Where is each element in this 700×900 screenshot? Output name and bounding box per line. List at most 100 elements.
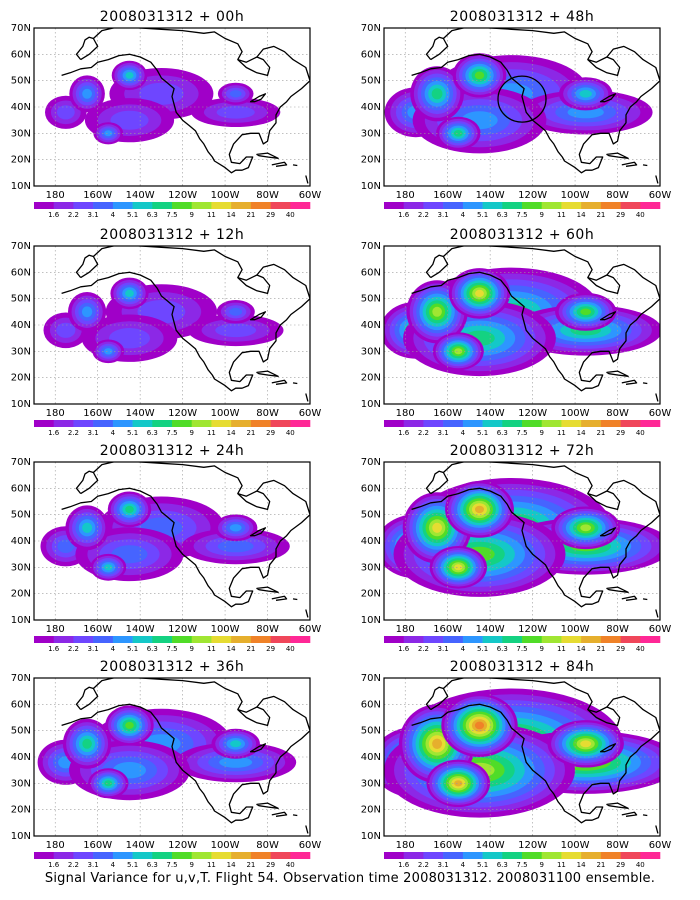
colorbar-label: 29 [616, 211, 625, 219]
colorbar-swatch [250, 852, 271, 859]
variance-contour [82, 738, 92, 749]
variance-contour [56, 105, 75, 120]
colorbar-swatch [93, 636, 114, 643]
variance-contour [230, 740, 242, 748]
colorbar-swatch [423, 636, 444, 643]
colorbar-swatch [112, 852, 133, 859]
longitude-label: 140W [476, 408, 505, 419]
colorbar-label: 4 [461, 211, 466, 219]
colorbar-swatch [482, 852, 503, 859]
colorbar-swatch [93, 202, 114, 209]
variance-contour [453, 130, 463, 137]
colorbar-label: 2.2 [68, 211, 79, 219]
colorbar-label: 3.1 [438, 861, 449, 869]
longitude-label: 120W [168, 624, 197, 635]
colorbar-label: 1.6 [48, 429, 60, 437]
colorbar-label: 5.1 [127, 645, 138, 653]
colorbar-label: 3.1 [438, 211, 449, 219]
longitude-label: 60W [649, 190, 672, 201]
colorbar-swatch [34, 852, 54, 859]
colorbar-label: 29 [616, 861, 625, 869]
longitude-label: 120W [168, 840, 197, 851]
variance-contour [432, 738, 443, 749]
colorbar-label: 3.1 [88, 861, 99, 869]
colorbar-label: 29 [616, 645, 625, 653]
latitude-label: 20N [361, 589, 381, 600]
colorbar-label: 29 [266, 861, 275, 869]
variance-contour [454, 564, 463, 571]
latitude-label: 10N [11, 181, 31, 192]
latitude-label: 30N [361, 346, 381, 357]
colorbar-swatch [462, 420, 483, 427]
colorbar-label: 11 [207, 211, 216, 219]
colorbar-swatch [522, 636, 542, 643]
colorbar-swatch [152, 202, 173, 209]
panel-title: 2008031312 + 72h [449, 443, 595, 459]
colorbar-label: 14 [227, 645, 236, 653]
colorbar-label: 21 [596, 645, 605, 653]
panel-title: 2008031312 + 36h [99, 659, 245, 675]
latitude-label: 60N [361, 49, 381, 60]
colorbar-label: 6.3 [147, 861, 158, 869]
colorbar-swatch [522, 852, 542, 859]
colorbar-swatch [34, 420, 54, 427]
colorbar-swatch [112, 636, 133, 643]
longitude-label: 120W [168, 408, 197, 419]
colorbar-swatch [581, 420, 602, 427]
longitude-label: 140W [476, 840, 505, 851]
colorbar-swatch [34, 202, 54, 209]
longitude-label: 100W [561, 840, 590, 851]
map-frame [33, 677, 311, 837]
colorbar-swatch [270, 852, 291, 859]
colorbar-label: 3.1 [88, 429, 99, 437]
coastline [61, 246, 310, 402]
colorbar-label: 11 [557, 429, 566, 437]
colorbar-label: 2.2 [418, 211, 429, 219]
colorbar-label: 40 [636, 211, 645, 219]
colorbar-swatch [443, 852, 464, 859]
colorbar-label: 9 [539, 429, 543, 437]
coastline [61, 462, 310, 618]
longitude-label: 180 [46, 190, 65, 201]
variance-contour [56, 322, 76, 338]
latitude-label: 30N [11, 128, 31, 139]
colorbar-label: 4 [111, 211, 116, 219]
colorbar-swatch [290, 202, 311, 209]
colorbar-swatch [211, 420, 232, 427]
map-panel: 2008031312 + 84h 10N 20N 30N 40N 50N 60N 70N 18… [350, 658, 680, 870]
colorbar-label: 7.5 [166, 211, 177, 219]
colorbar-swatch [403, 202, 424, 209]
variance-contour [81, 306, 93, 318]
colorbar-swatch [384, 202, 404, 209]
colorbar-swatch [132, 420, 153, 427]
colorbar-label: 9 [189, 645, 193, 653]
longitude-label: 60W [299, 624, 322, 635]
colorbar-swatch [620, 420, 641, 427]
longitude-label: 120W [518, 624, 547, 635]
map-panel: 2008031312 + 12h 10N 20N 30N 40N 50N 60N 70N 18… [0, 226, 330, 438]
map-panel: 2008031312 + 24h 10N 20N 30N 40N 50N 60N 70N 18… [0, 442, 330, 654]
map-frame [33, 27, 311, 187]
colorbar-swatch [482, 420, 503, 427]
colorbar-label: 11 [557, 645, 566, 653]
colorbar-label: 4 [461, 429, 466, 437]
map-panel: 2008031312 + 60h 10N 20N 30N 40N 50N 60N 70N 18… [350, 226, 680, 438]
colorbar-label: 2.2 [418, 429, 429, 437]
colorbar-label: 5.1 [477, 645, 488, 653]
colorbar-label: 21 [596, 861, 605, 869]
variance-field [43, 277, 284, 364]
colorbar-label: 7.5 [516, 429, 527, 437]
colorbar-swatch [443, 636, 464, 643]
colorbar-swatch [561, 202, 582, 209]
longitude-label: 80W [606, 190, 629, 201]
colorbar-label: 9 [189, 429, 193, 437]
colorbar-label: 9 [189, 211, 193, 219]
colorbar-swatch [53, 852, 74, 859]
latitude-label: 30N [361, 778, 381, 789]
colorbar-swatch [211, 852, 232, 859]
colorbar-swatch [73, 636, 94, 643]
colorbar-swatch [640, 202, 661, 209]
colorbar-swatch [620, 202, 641, 209]
coastline [411, 246, 660, 402]
longitude-label: 160W [433, 190, 462, 201]
